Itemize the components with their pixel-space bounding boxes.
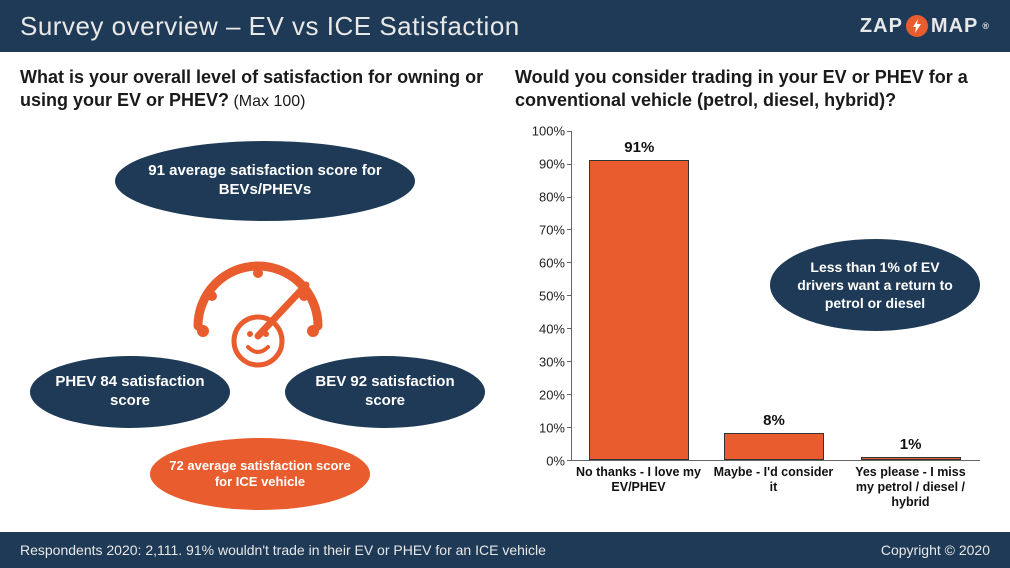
left-panel: What is your overall level of satisfacti… [20, 66, 495, 526]
footer-bar: Respondents 2020: 2,111. 91% wouldn't tr… [0, 532, 1010, 568]
footer-copyright: Copyright © 2020 [881, 542, 990, 558]
chart-callout: Less than 1% of EV drivers want a return… [770, 239, 980, 331]
trade-in-bar-chart: 0%10%20%30%40%50%60%70%80%90%100% 91%8%1… [525, 131, 990, 511]
logo-trademark: ® [982, 21, 990, 31]
chart-bar: 8% [724, 433, 824, 459]
bubble-ice-score: 72 average satisfaction score for ICE ve… [150, 438, 370, 510]
header-bar: Survey overview – EV vs ICE Satisfaction… [0, 0, 1010, 52]
chart-y-axis: 0%10%20%30%40%50%60%70%80%90%100% [525, 131, 571, 461]
y-tick-label: 90% [539, 156, 565, 171]
footer-respondents: Respondents 2020: 2,111. 91% wouldn't tr… [20, 542, 546, 558]
y-tick-label: 10% [539, 420, 565, 435]
y-tick-label: 60% [539, 255, 565, 270]
y-tick-label: 70% [539, 222, 565, 237]
chart-x-labels: No thanks - I love my EV/PHEVMaybe - I'd… [571, 461, 980, 511]
left-question-sub: (Max 100) [229, 93, 305, 110]
bar-value-label: 1% [862, 436, 960, 453]
y-tick-label: 40% [539, 321, 565, 336]
logo-text-right: MAP [931, 15, 978, 38]
right-question: Would you consider trading in your EV or… [515, 66, 990, 113]
page-title: Survey overview – EV vs ICE Satisfaction [20, 11, 520, 42]
y-tick-label: 80% [539, 189, 565, 204]
bar-value-label: 91% [590, 139, 688, 156]
x-category-label: Yes please - I miss my petrol / diesel /… [841, 461, 980, 511]
y-tick-label: 30% [539, 354, 565, 369]
x-category-label: Maybe - I'd consider it [706, 461, 841, 511]
bubble-overall-score: 91 average satisfaction score for BEVs/P… [115, 141, 415, 221]
chart-bar: 1% [861, 457, 961, 460]
x-category-label: No thanks - I love my EV/PHEV [571, 461, 706, 511]
y-tick-label: 100% [532, 123, 565, 138]
main-content: What is your overall level of satisfacti… [0, 52, 1010, 530]
y-tick-label: 0% [546, 453, 565, 468]
y-tick-label: 20% [539, 387, 565, 402]
right-panel: Would you consider trading in your EV or… [515, 66, 990, 526]
y-tick-label: 50% [539, 288, 565, 303]
left-question: What is your overall level of satisfacti… [20, 66, 495, 113]
brand-logo: ZAP MAP ® [860, 15, 990, 38]
bar-value-label: 8% [725, 412, 823, 429]
chart-bar: 91% [589, 160, 689, 459]
lightning-icon [906, 15, 928, 37]
satisfaction-gauge-icon [178, 241, 338, 376]
logo-text-left: ZAP [860, 15, 903, 38]
